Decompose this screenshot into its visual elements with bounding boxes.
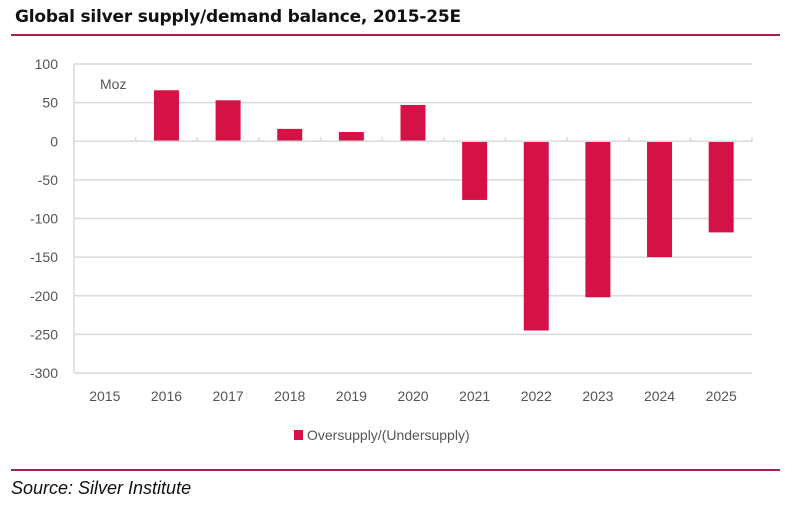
x-tick-label: 2018 [274,388,305,404]
y-tick-label: -50 [38,172,58,188]
legend-label: Oversupply/(Undersupply) [307,427,470,443]
legend-swatch [294,430,303,440]
x-tick-label: 2025 [706,388,737,404]
bar-2024 [647,141,673,258]
bar-2023 [585,141,611,298]
x-tick-label: 2020 [397,388,428,404]
bar-2019 [338,131,364,142]
y-tick-label: -200 [30,288,58,304]
y-tick-label: -100 [30,211,58,227]
x-tick-label: 2015 [89,388,120,404]
y-tick-label: -250 [30,326,58,342]
source-note: Source: Silver Institute [11,478,192,498]
y-tick-label: 100 [35,56,59,72]
bar-chart: 100 50 0 -50 -100 -150 -200 -250 -300 Moz 2015 2016… [30,56,753,443]
x-tick-label: 2016 [151,388,182,404]
x-tick-label: 2017 [213,388,244,404]
bar-2022 [523,141,549,331]
y-tick-label: -150 [30,249,58,265]
title-rule [11,34,780,36]
y-tick-label: 50 [42,95,58,111]
x-tick-label: 2024 [644,388,675,404]
x-tick-label: 2022 [521,388,552,404]
x-tick-label: 2023 [582,388,613,404]
source-rule [11,469,780,471]
chart-title: Global silver supply/demand balance, 201… [15,7,461,27]
y-tick-label: 0 [50,133,58,149]
unit-label: Moz [100,76,126,92]
x-tick-label: 2021 [459,388,490,404]
bar-2021 [462,141,488,200]
bar-2020 [400,104,426,142]
bar-2016 [153,90,179,142]
x-tick-label: 2019 [336,388,367,404]
y-tick-label: -300 [30,365,58,381]
bar-2018 [277,128,303,142]
bar-2025 [708,141,734,233]
bar-2017 [215,100,241,142]
